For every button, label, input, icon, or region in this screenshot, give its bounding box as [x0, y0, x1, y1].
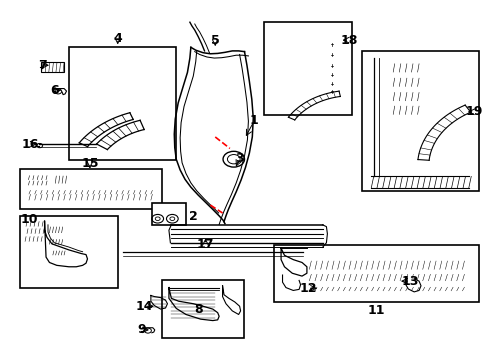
Text: 7: 7: [38, 59, 46, 72]
Bar: [27, 181, 47, 185]
Bar: [390, 92, 419, 101]
Text: 4: 4: [113, 32, 122, 45]
Text: 1: 1: [249, 114, 258, 127]
Text: 15: 15: [81, 157, 99, 170]
Bar: [307, 261, 463, 270]
Bar: [322, 51, 341, 58]
Bar: [24, 236, 42, 242]
Text: 9: 9: [138, 323, 146, 336]
Bar: [390, 106, 419, 115]
Bar: [27, 194, 154, 201]
Bar: [322, 41, 341, 47]
Text: 5: 5: [210, 33, 219, 47]
Bar: [366, 69, 380, 76]
Text: 3: 3: [235, 152, 244, 165]
Bar: [48, 226, 63, 233]
Text: 11: 11: [366, 305, 384, 318]
Bar: [54, 176, 66, 184]
Bar: [20, 169, 161, 209]
Text: 14: 14: [136, 300, 153, 313]
Bar: [69, 47, 176, 160]
Bar: [27, 175, 47, 180]
Text: 6: 6: [50, 84, 59, 97]
Bar: [322, 88, 341, 95]
Bar: [390, 78, 419, 87]
Bar: [48, 239, 63, 244]
Text: 19: 19: [465, 105, 482, 118]
Bar: [322, 71, 341, 78]
Bar: [161, 280, 244, 338]
Text: 8: 8: [193, 303, 202, 316]
Bar: [336, 83, 347, 110]
Bar: [52, 251, 65, 255]
Bar: [361, 51, 478, 191]
Text: 16: 16: [21, 138, 39, 150]
Bar: [264, 22, 351, 116]
Bar: [152, 203, 185, 225]
Text: 2: 2: [188, 210, 197, 223]
Bar: [27, 190, 154, 194]
Text: 10: 10: [20, 213, 38, 226]
Bar: [307, 287, 463, 291]
Bar: [390, 63, 419, 72]
Text: 17: 17: [196, 238, 214, 251]
Bar: [273, 244, 478, 302]
Bar: [20, 216, 118, 288]
Text: 13: 13: [401, 275, 418, 288]
Bar: [322, 62, 341, 69]
Bar: [307, 274, 463, 281]
Bar: [366, 95, 380, 101]
Bar: [41, 62, 64, 72]
Text: 12: 12: [299, 282, 316, 295]
Text: 18: 18: [340, 33, 357, 47]
Bar: [322, 80, 341, 87]
Bar: [26, 228, 44, 234]
Bar: [25, 221, 43, 226]
Bar: [366, 82, 380, 89]
